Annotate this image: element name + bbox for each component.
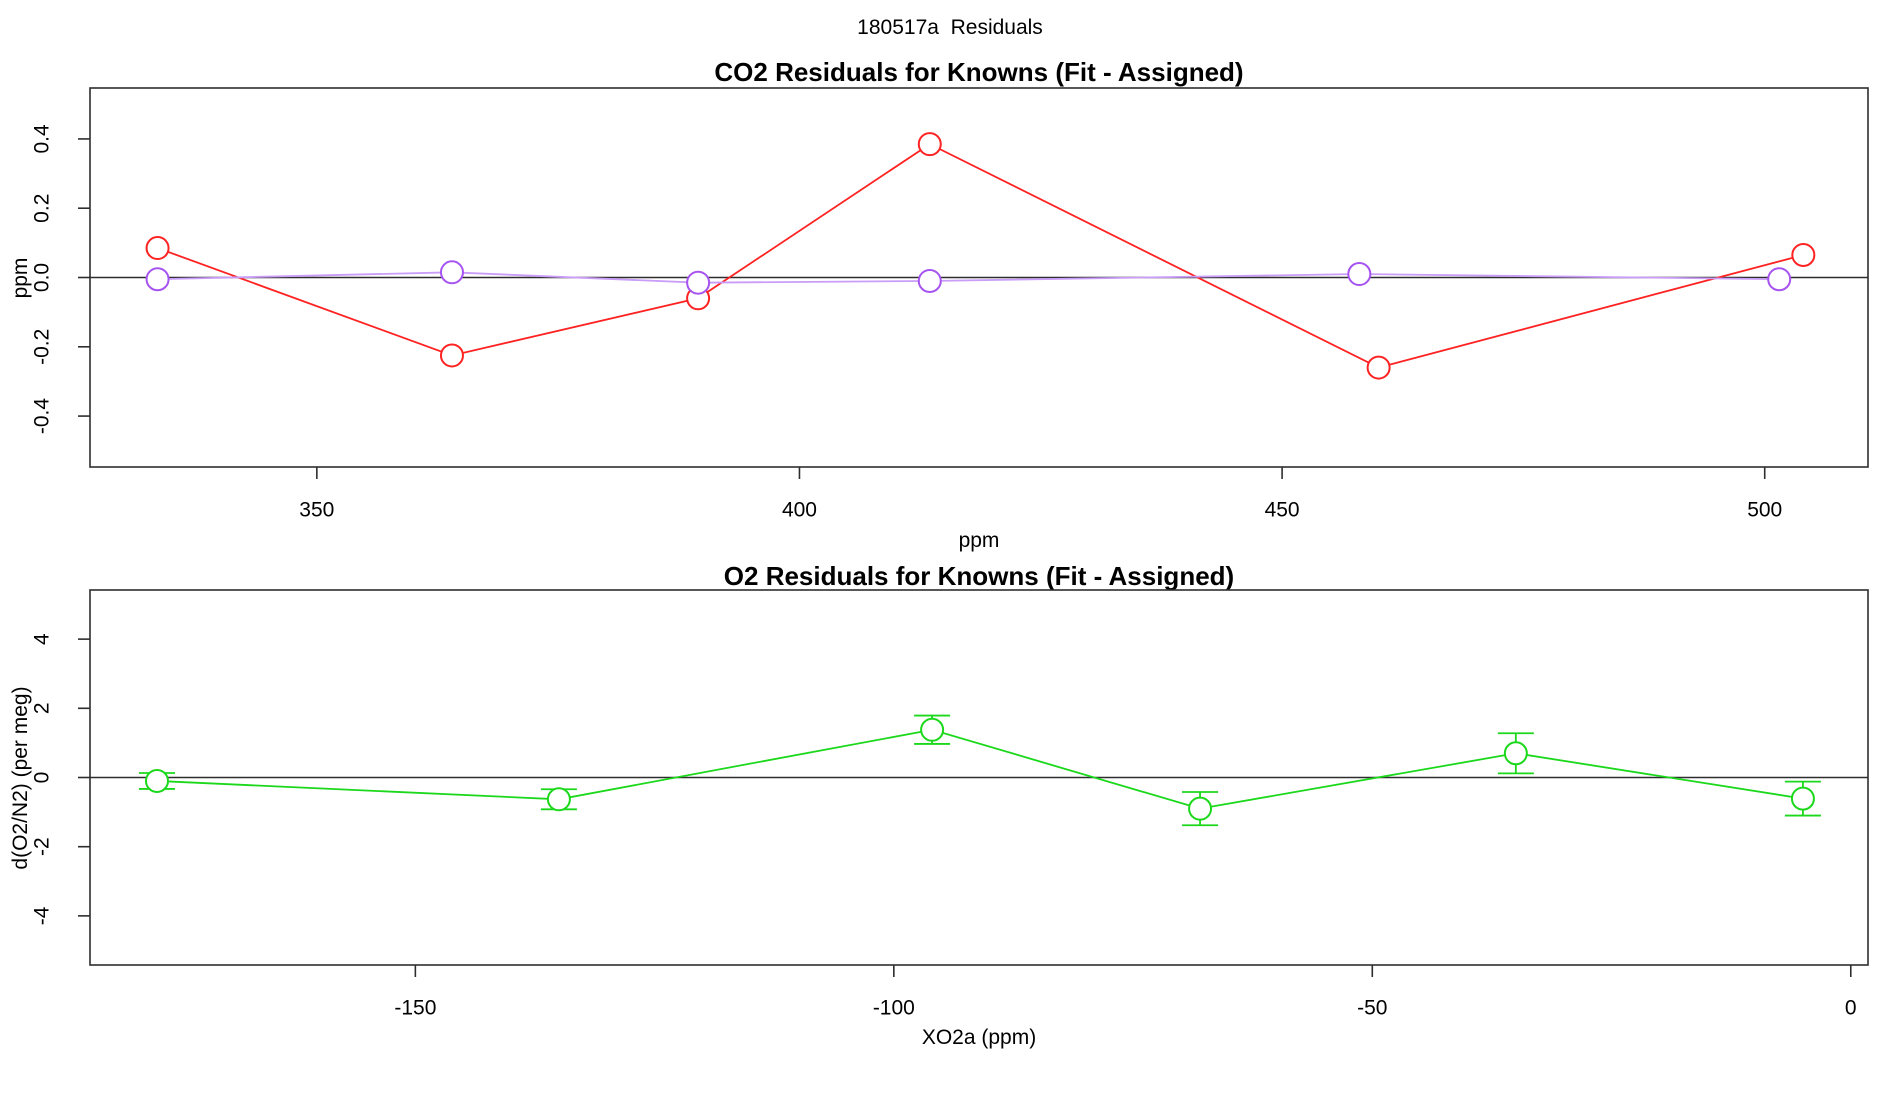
y-tick-label: 0.0 — [31, 263, 54, 292]
co2-residual-series-red-point — [439, 343, 464, 368]
y-tick-label: 0.2 — [31, 194, 54, 223]
x-tick-label: -100 — [873, 997, 915, 1020]
x-tick-label: 500 — [1747, 499, 1782, 522]
co2-residual-series-purple-point — [1347, 262, 1372, 287]
x-tick-label: 400 — [782, 499, 817, 522]
co2-residual-series-purple-point — [1767, 267, 1792, 292]
co2-x-axis-label: ppm — [958, 529, 1000, 552]
co2-panel-title: CO2 Residuals for Knowns (Fit - Assigned… — [714, 57, 1244, 87]
x-tick-label: 350 — [299, 499, 334, 522]
co2-residual-series-red-point — [1791, 242, 1816, 267]
co2-residual-series-purple-point — [686, 270, 711, 295]
y-tick-label: 0.4 — [31, 124, 54, 154]
y-tick-label: 0 — [31, 772, 54, 784]
y-tick-label: -4 — [31, 906, 54, 925]
y-tick-label: -0.2 — [31, 329, 54, 365]
y-tick-label: -0.4 — [31, 398, 54, 435]
co2-residual-series-purple-line — [157, 271, 1780, 284]
o2-residual-series-green-point — [1188, 796, 1213, 821]
x-tick-label: 450 — [1265, 499, 1300, 522]
co2-residual-series-red-point — [145, 236, 170, 261]
co2-residual-series-purple-point — [439, 260, 464, 285]
x-tick-label: -150 — [394, 997, 436, 1020]
o2-residual-series-green-point — [144, 768, 169, 793]
o2-residual-series-green-line — [156, 728, 1804, 810]
o2-residual-series-green-point — [920, 717, 945, 742]
co2-residual-series-red-point — [917, 132, 942, 157]
co2-residual-series-red-line — [157, 143, 1804, 369]
co2-residual-series-purple-point — [917, 268, 942, 293]
x-tick-label: -50 — [1357, 997, 1387, 1020]
o2-residual-series-green-point — [1790, 786, 1815, 811]
co2-residual-series-red-point — [1366, 355, 1391, 380]
o2-panel-title: O2 Residuals for Knowns (Fit - Assigned) — [723, 561, 1235, 591]
y-tick-label: 2 — [31, 702, 54, 714]
co2-residual-series-purple-point — [145, 267, 170, 292]
o2-residual-series-green-point — [546, 787, 571, 812]
y-tick-label: -2 — [31, 837, 54, 856]
x-tick-label: 0 — [1845, 997, 1857, 1020]
o2-x-axis-label: XO2a (ppm) — [921, 1026, 1037, 1049]
page-title: 180517a Residuals — [857, 16, 1043, 39]
y-tick-label: 4 — [31, 633, 54, 645]
o2-residual-series-green-point — [1503, 741, 1528, 766]
